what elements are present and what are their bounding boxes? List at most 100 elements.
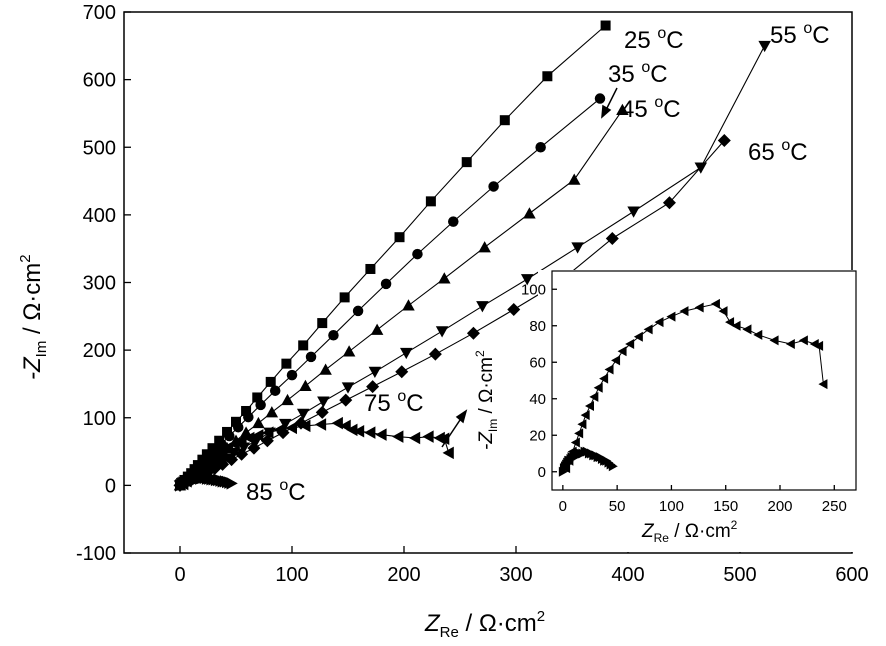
- main-data-point: [442, 446, 454, 460]
- main-data-point: [255, 399, 266, 411]
- main-data-point: [296, 408, 310, 420]
- main-data-point: [243, 411, 254, 423]
- main-x-tick-label: 100: [275, 564, 308, 586]
- main-data-point: [365, 263, 376, 274]
- main-x-tick-label: 300: [499, 564, 532, 586]
- main-data-point: [435, 326, 449, 338]
- main-data-point: [466, 326, 480, 340]
- main-data-point: [428, 347, 442, 361]
- inset-y-tick-label: 0: [538, 464, 546, 481]
- main-data-point: [758, 40, 771, 53]
- main-data-point: [317, 318, 328, 329]
- inset-data-point: [718, 306, 728, 317]
- main-x-tick-label: 0: [174, 564, 185, 586]
- inset-x-axis-title: ZRe / Ω·cm2: [641, 518, 738, 545]
- main-data-point: [600, 20, 611, 31]
- y-axis-title: -ZIm / Ω·cm2: [17, 254, 50, 380]
- inset-y-axis-title-sub: Im: [486, 419, 500, 432]
- inset-data-point: [679, 306, 689, 317]
- inset-data-point: [666, 311, 676, 322]
- main-data-point: [225, 453, 239, 467]
- main-data-point: [408, 431, 421, 445]
- main-data-point: [402, 299, 415, 311]
- main-data-point: [478, 241, 491, 253]
- main-data-point: [438, 432, 450, 445]
- inset-data-point: [617, 346, 627, 357]
- y-axis-title-sub: Im: [33, 341, 50, 358]
- inset-x-tick-label: 250: [822, 498, 847, 515]
- x-axis-title-main: Z: [424, 610, 441, 637]
- inset-y-axis-title-unit: / Ω·cm: [476, 357, 497, 419]
- main-data-point: [352, 425, 365, 438]
- main-data-point: [305, 351, 317, 363]
- main-data-point: [243, 431, 255, 445]
- series-label: 55 oC: [770, 20, 830, 49]
- main-data-point: [315, 405, 329, 419]
- inset-y-tick-label: 20: [529, 427, 546, 444]
- main-data-point: [375, 428, 387, 441]
- main-data-point: [499, 115, 510, 126]
- main-data-point: [342, 345, 356, 357]
- main-data-point: [412, 248, 423, 260]
- main-data-point: [394, 232, 405, 243]
- inset-data-point: [570, 437, 580, 448]
- inset-data-point: [604, 364, 614, 375]
- main-y-tick-label: 700: [83, 2, 116, 24]
- main-y-tick-label: 300: [83, 273, 116, 295]
- inset-data-point: [589, 391, 599, 402]
- main-data-point: [476, 301, 489, 313]
- main-data-point: [281, 393, 294, 406]
- inset-data-point: [577, 419, 587, 430]
- inset-data-point: [742, 324, 752, 335]
- main-data-point: [616, 103, 629, 116]
- main-y-tick-label: 600: [83, 70, 116, 92]
- main-data-point: [252, 416, 265, 429]
- main-data-point: [571, 242, 584, 254]
- main-data-point: [226, 477, 238, 490]
- main-data-point: [247, 441, 261, 455]
- inset-data-point: [814, 340, 824, 351]
- inset-y-tick-label: 60: [529, 354, 546, 371]
- inset-x-tick-label: 100: [659, 498, 684, 515]
- y-axis-title-sup: 2: [17, 254, 34, 262]
- main-data-point: [535, 142, 546, 153]
- inset-x-axis-title-main: Z: [641, 521, 655, 542]
- main-data-point: [262, 426, 274, 439]
- inset-x-axis-title-unit: / Ω·cm: [669, 521, 731, 542]
- main-data-point: [717, 133, 731, 147]
- main-data-point: [341, 382, 355, 394]
- main-data-point: [366, 380, 380, 394]
- y-axis-title-unit: / Ω·cm: [19, 263, 46, 341]
- inset-x-axis-title-sub: Re: [654, 531, 670, 545]
- inset-data-point: [580, 410, 590, 421]
- main-data-point: [273, 423, 285, 437]
- main-data-point: [216, 457, 230, 471]
- main-y-tick-label: 0: [105, 475, 116, 497]
- inset-x-tick-label: 150: [713, 498, 738, 515]
- inset-data-point: [643, 324, 653, 335]
- main-data-point: [279, 418, 292, 431]
- main-data-point: [224, 430, 235, 442]
- arrow-35c: [605, 87, 618, 111]
- main-data-point: [269, 385, 281, 396]
- main-data-point: [422, 430, 434, 443]
- main-data-point: [461, 157, 472, 168]
- inset-data-point: [599, 373, 609, 384]
- y-axis-title-main: -Z: [19, 356, 46, 380]
- main-data-point: [399, 347, 413, 360]
- main-x-tick-label: 400: [611, 564, 644, 586]
- main-data-point: [392, 430, 404, 443]
- inset-data-point: [574, 428, 584, 439]
- arrow-35c-head: [601, 104, 612, 119]
- main-data-point: [380, 278, 392, 290]
- inset-data-point: [785, 339, 795, 349]
- main-data-point: [328, 329, 339, 341]
- inset-data-point: [731, 320, 741, 331]
- inset-data-point: [798, 335, 808, 346]
- inset-y-axis-title-main: -Z: [476, 431, 497, 450]
- x-axis-title-sub: Re: [440, 624, 459, 641]
- series-label: 75 oC: [364, 388, 424, 417]
- main-data-point: [523, 207, 536, 219]
- inset-data-point: [585, 401, 594, 412]
